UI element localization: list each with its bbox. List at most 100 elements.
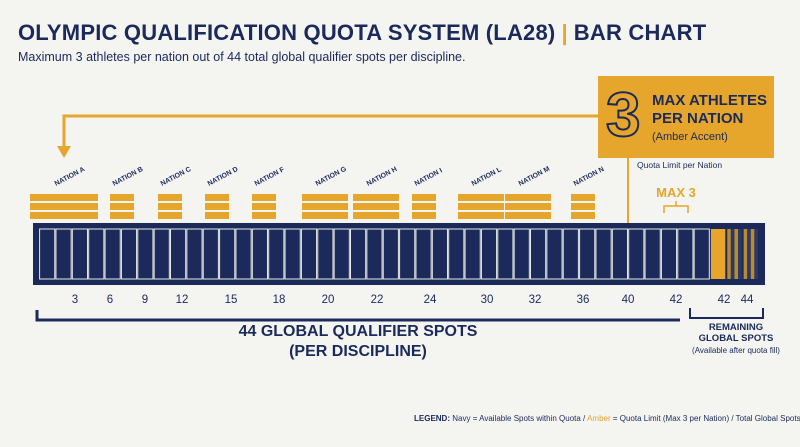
tick-label: 3 — [72, 294, 78, 306]
nation-block — [458, 194, 504, 201]
nation-label: NATION N — [573, 166, 606, 188]
nation-block — [353, 212, 399, 219]
tick-label: 18 — [273, 294, 286, 306]
spot-cell — [235, 228, 252, 280]
remaining-stripe — [754, 229, 758, 279]
remaining-stripe — [734, 229, 739, 279]
tick-label: 42 — [718, 294, 731, 306]
callout-number: 3 — [605, 80, 642, 151]
total-spots-bracket — [35, 310, 680, 322]
tick-label: 9 — [142, 294, 148, 306]
chart-title: OLYMPIC QUALIFICATION QUOTA SYSTEM (LA28… — [18, 20, 706, 46]
spot-cell — [170, 228, 187, 280]
tick-label: 6 — [107, 294, 113, 306]
remaining-spot-cell — [727, 229, 742, 279]
remaining-stripe — [738, 229, 742, 279]
title-main: OLYMPIC QUALIFICATION QUOTA SYSTEM (LA28… — [18, 20, 556, 45]
title-separator: | — [561, 20, 568, 45]
remaining-bracket — [689, 308, 764, 319]
nation-block — [205, 203, 229, 210]
spot-cell — [579, 228, 596, 280]
spot-cell — [644, 228, 661, 280]
nation-block — [252, 194, 276, 201]
total-spots-line2: (PER DISCIPLINE) — [289, 343, 427, 360]
spot-cell — [513, 228, 530, 280]
spot-cell — [268, 228, 285, 280]
remaining-line2: GLOBAL SPOTS — [698, 333, 774, 344]
title-suffix: BAR CHART — [573, 20, 707, 45]
spot-cell — [186, 228, 203, 280]
nation-block — [571, 203, 595, 210]
nation-block — [412, 212, 436, 219]
spot-cell — [562, 228, 579, 280]
remaining-spots-label: REMAINING GLOBAL SPOTS (Available after … — [686, 322, 786, 355]
nation-block — [30, 212, 98, 219]
remaining-line1: REMAINING — [708, 322, 764, 333]
amber-spot-cell — [710, 229, 726, 279]
remaining-spot-cell — [743, 229, 758, 279]
nation-block — [110, 203, 134, 210]
spot-cell — [284, 228, 301, 280]
nation-label: NATION H — [366, 166, 399, 188]
remaining-stripe — [747, 229, 751, 279]
nation-block — [353, 194, 399, 201]
spot-cell — [464, 228, 481, 280]
nation-block — [158, 203, 182, 210]
spot-cell — [88, 228, 105, 280]
nation-block — [458, 203, 504, 210]
remaining-line3: (Available after quota fill) — [692, 346, 780, 355]
nation-block — [205, 194, 229, 201]
chart-subtitle: Maximum 3 athletes per nation out of 44 … — [18, 50, 466, 64]
remaining-stripe — [750, 229, 755, 279]
nation-block — [571, 194, 595, 201]
nation-label: NATION M — [518, 166, 552, 188]
nation-block — [505, 194, 551, 201]
spot-cell — [55, 228, 72, 280]
nation-block — [30, 203, 98, 210]
spot-cell — [480, 228, 498, 280]
legend-prefix: LEGEND: — [414, 414, 453, 423]
nation-block — [252, 212, 276, 219]
nation-block — [412, 194, 436, 201]
nation-block — [158, 212, 182, 219]
spot-cell — [677, 228, 694, 280]
spot-cell — [251, 228, 268, 280]
spot-cell — [530, 228, 547, 280]
quota-note: Quota Limit per Nation — [637, 160, 723, 170]
nation-block — [458, 212, 504, 219]
nation-block — [30, 194, 98, 201]
legend-navy-word: Navy — [452, 414, 471, 423]
tick-label: 15 — [225, 294, 238, 306]
spot-cell — [120, 228, 138, 280]
nation-label: NATION D — [207, 166, 240, 188]
legend-navy-text: = Available Spots within Quota / — [470, 414, 588, 423]
spot-cell — [317, 228, 334, 280]
tick-label: 20 — [322, 294, 335, 306]
spot-cell — [546, 228, 563, 280]
nation-block — [302, 212, 348, 219]
callout-line1: MAX ATHLETES — [652, 92, 767, 109]
nation-block — [110, 194, 134, 201]
spot-cell — [137, 228, 154, 280]
nation-block — [252, 203, 276, 210]
spot-cell — [350, 228, 367, 280]
max-athletes-callout: 3 MAX ATHLETES PER NATION (Amber Accent) — [598, 76, 774, 158]
spot-cell — [628, 228, 645, 280]
spot-cell — [153, 228, 170, 280]
tick-label: 32 — [529, 294, 542, 306]
spot-cell — [104, 228, 121, 280]
spot-cell — [448, 228, 465, 280]
legend-amber-text: = Quota Limit (Max 3 per Nation) / Total… — [610, 414, 800, 423]
max-3-label: MAX 3 — [656, 185, 696, 200]
spot-cell — [660, 228, 678, 280]
spot-cell — [497, 228, 514, 280]
spot-cell — [39, 228, 56, 280]
nation-block — [505, 212, 551, 219]
tick-label: 12 — [176, 294, 189, 306]
nation-label: NATION B — [112, 166, 145, 188]
nation-label: NATION F — [254, 166, 287, 188]
nation-block — [505, 203, 551, 210]
quota-arrow-head — [57, 146, 71, 158]
legend: LEGEND: Navy = Available Spots within Qu… — [414, 414, 800, 423]
spot-cell — [611, 228, 628, 280]
